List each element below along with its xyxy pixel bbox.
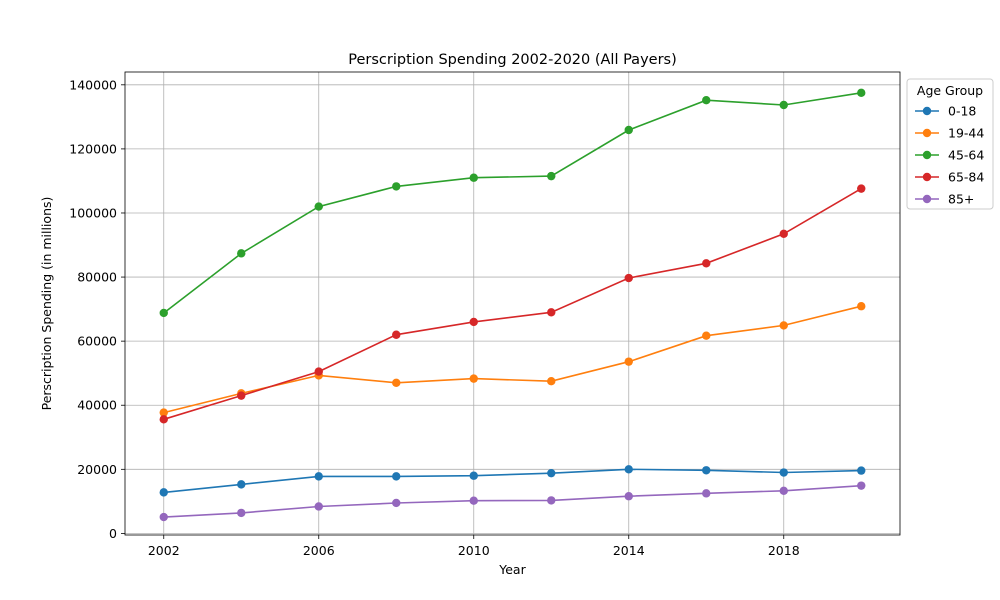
- data-point: [779, 321, 788, 330]
- legend-title: Age Group: [917, 83, 983, 98]
- x-tick-label: 2002: [148, 543, 180, 558]
- series-85+: [159, 481, 866, 522]
- y-tick-label: 80000: [77, 270, 117, 285]
- data-point: [857, 302, 866, 311]
- data-point: [624, 465, 633, 474]
- data-point: [702, 489, 711, 498]
- data-point: [857, 88, 866, 98]
- data-point: [159, 415, 168, 424]
- x-tick-label: 2010: [458, 543, 490, 558]
- legend: Age Group 0-18 19-44 45-64 65-84 85+: [906, 78, 994, 210]
- x-tick-label: 2018: [768, 543, 800, 558]
- y-tick-label: 60000: [77, 334, 117, 349]
- legend-marker: [922, 150, 932, 160]
- data-point: [392, 330, 401, 339]
- data-point: [779, 100, 788, 110]
- x-axis: 2002 2006 2010 2014 2018: [148, 535, 800, 558]
- data-point: [547, 496, 556, 505]
- y-tick-label: 120000: [69, 141, 117, 156]
- data-point: [857, 184, 866, 193]
- data-point: [624, 492, 633, 501]
- legend-items: 0-18 19-44 45-64 65-84 85+: [915, 104, 984, 207]
- data-point: [392, 378, 401, 388]
- series-0-18: [159, 465, 866, 497]
- data-point: [857, 466, 866, 475]
- series-line: [163, 92, 862, 314]
- legend-label: 85+: [948, 192, 974, 207]
- data-point: [392, 182, 401, 191]
- legend-item: 45-64: [915, 148, 984, 163]
- data-point: [237, 391, 246, 400]
- data-point: [702, 95, 711, 105]
- y-tick-label: 100000: [69, 205, 117, 220]
- data-point: [779, 486, 788, 495]
- data-point: [314, 202, 323, 211]
- legend-label: 45-64: [948, 148, 984, 163]
- data-point: [857, 481, 866, 490]
- series-line: [163, 484, 862, 518]
- series-group: [159, 88, 866, 522]
- plot-frame: [124, 71, 901, 536]
- grid: [125, 72, 900, 535]
- legend-marker: [922, 172, 932, 182]
- legend-label: 0-18: [948, 104, 976, 119]
- legend-item: 0-18: [915, 104, 976, 119]
- data-point: [237, 480, 246, 489]
- legend-marker: [922, 194, 932, 204]
- data-point: [392, 472, 401, 481]
- series-line: [163, 468, 862, 494]
- x-tick-label: 2006: [303, 543, 335, 558]
- data-point: [779, 468, 788, 477]
- data-point: [469, 317, 478, 327]
- data-point: [547, 468, 556, 478]
- data-point: [702, 331, 711, 340]
- data-point: [314, 472, 323, 481]
- data-point: [159, 308, 168, 318]
- y-tick-label: 0: [109, 526, 117, 541]
- data-point: [159, 488, 168, 497]
- legend-box: [906, 78, 994, 210]
- y-tick-label: 40000: [77, 398, 117, 413]
- legend-marker: [922, 106, 932, 116]
- legend-label: 65-84: [948, 170, 984, 185]
- y-tick-label: 20000: [77, 462, 117, 477]
- y-axis: 0 20000 40000 60000 80000 100000 120000 140000: [69, 77, 125, 541]
- y-tick-label: 140000: [69, 77, 117, 92]
- legend-item: 65-84: [915, 170, 984, 185]
- data-point: [314, 502, 323, 511]
- series-line: [163, 187, 862, 421]
- y-axis-label: Perscription Spending (in millions): [39, 197, 54, 411]
- data-point: [547, 377, 556, 386]
- data-point: [547, 308, 556, 317]
- data-point: [237, 249, 246, 258]
- x-axis-label: Year: [498, 562, 526, 577]
- data-point: [702, 259, 711, 268]
- legend-item: 85+: [915, 192, 974, 207]
- legend-label: 19-44: [948, 126, 984, 141]
- data-point: [314, 367, 323, 376]
- data-point: [702, 466, 711, 475]
- data-point: [237, 508, 246, 518]
- series-65-84: [159, 184, 866, 424]
- data-point: [392, 498, 401, 508]
- legend-marker: [922, 128, 932, 138]
- data-point: [469, 471, 478, 480]
- data-point: [624, 273, 633, 283]
- legend-item: 19-44: [915, 126, 984, 141]
- chart-title: Perscription Spending 2002-2020 (All Pay…: [348, 52, 677, 68]
- series-45-64: [159, 88, 866, 318]
- data-point: [469, 496, 478, 505]
- x-tick-label: 2014: [613, 543, 645, 558]
- data-point: [159, 512, 168, 522]
- data-point: [469, 173, 478, 182]
- data-point: [624, 357, 633, 366]
- data-point: [469, 374, 478, 383]
- data-point: [159, 408, 168, 417]
- data-point: [779, 229, 788, 239]
- data-point: [624, 125, 633, 135]
- data-point: [547, 171, 556, 181]
